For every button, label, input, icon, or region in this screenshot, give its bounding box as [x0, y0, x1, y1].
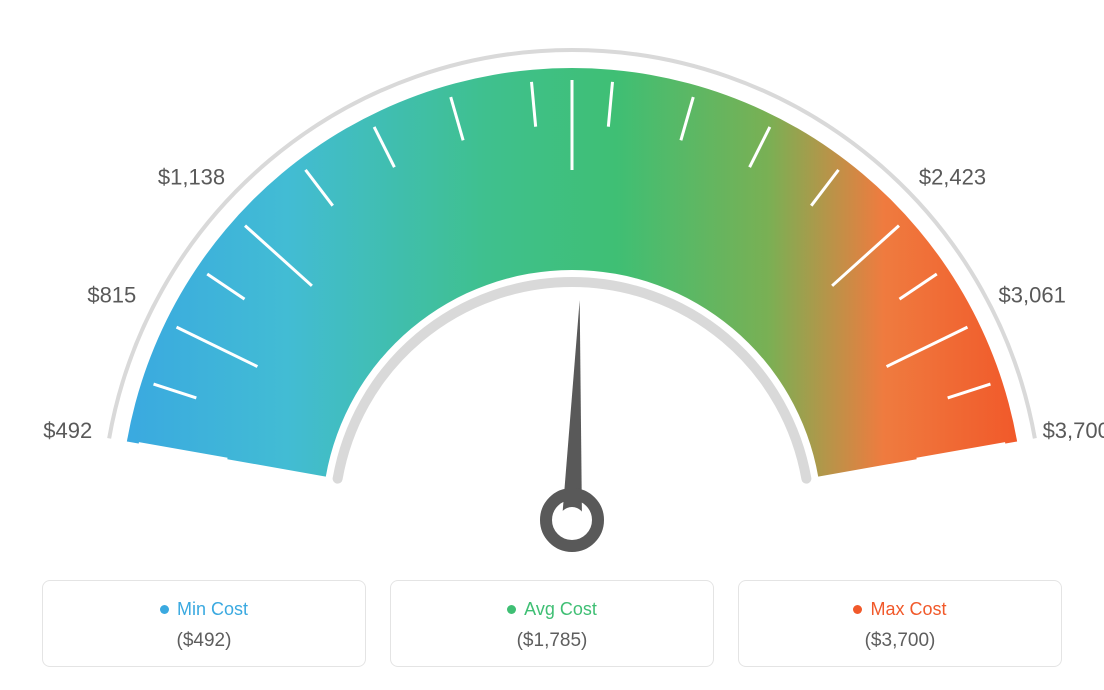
dot-icon — [160, 605, 169, 614]
max-cost-label: Max Cost — [751, 599, 1049, 620]
svg-text:$1,138: $1,138 — [158, 164, 225, 189]
avg-cost-card: Avg Cost ($1,785) — [390, 580, 714, 667]
svg-text:$815: $815 — [87, 283, 136, 308]
svg-text:$2,423: $2,423 — [919, 164, 986, 189]
max-cost-card: Max Cost ($3,700) — [738, 580, 1062, 667]
avg-cost-title: Avg Cost — [524, 599, 597, 620]
min-cost-title: Min Cost — [177, 599, 248, 620]
gauge-chart: $492$815$1,138$1,785$2,423$3,061$3,700 — [20, 20, 1084, 580]
avg-cost-label: Avg Cost — [403, 599, 701, 620]
dot-icon — [853, 605, 862, 614]
summary-cards: Min Cost ($492) Avg Cost ($1,785) Max Co… — [42, 580, 1062, 667]
max-cost-title: Max Cost — [870, 599, 946, 620]
cost-gauge-widget: $492$815$1,138$1,785$2,423$3,061$3,700 M… — [20, 20, 1084, 667]
min-cost-label: Min Cost — [55, 599, 353, 620]
svg-text:$492: $492 — [43, 418, 92, 443]
svg-text:$3,061: $3,061 — [999, 283, 1066, 308]
min-cost-value: ($492) — [55, 630, 353, 652]
max-cost-value: ($3,700) — [751, 630, 1049, 652]
avg-cost-value: ($1,785) — [403, 630, 701, 652]
svg-text:$3,700: $3,700 — [1043, 418, 1104, 443]
min-cost-card: Min Cost ($492) — [42, 580, 366, 667]
dot-icon — [507, 605, 516, 614]
